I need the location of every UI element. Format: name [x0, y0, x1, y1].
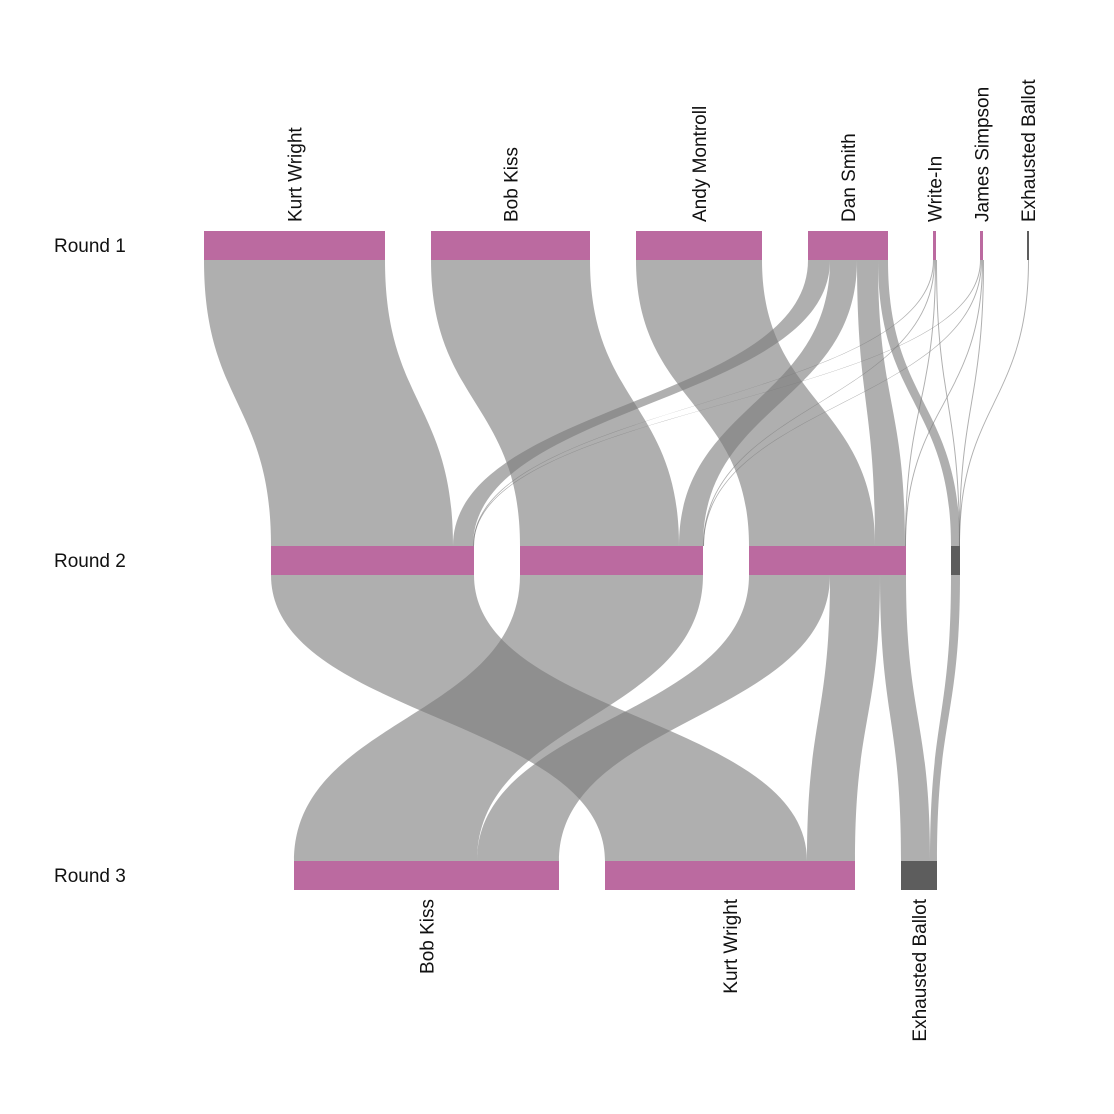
node-label-r3-kurt-wright: Kurt Wright [721, 898, 742, 993]
node-r1-andy-montroll [636, 231, 762, 260]
node-r2-andy-montroll [749, 546, 906, 575]
flow-round1-kurt-wright-to-kurt-wright [204, 260, 453, 546]
flow-round1-write-in-to-andy-montroll [905, 260, 936, 546]
node-r1-dan-smith [808, 231, 888, 260]
node-r1-write-in [933, 231, 936, 260]
node-label-r1-andy-montroll: Andy Montroll [690, 106, 711, 222]
node-r3-exhausted-ballot [901, 861, 937, 890]
flow-round1-exhausted-ballot-to-exhausted-ballot [959, 260, 1029, 546]
node-label-r1-bob-kiss: Bob Kiss [502, 147, 523, 222]
round-labels: Round 1 Round 2 Round 3 [54, 236, 126, 887]
flow-round2-andy-montroll-to-exhausted-ballot [880, 575, 930, 861]
node-r3-kurt-wright [605, 861, 855, 890]
node-label-r3-bob-kiss: Bob Kiss [418, 899, 439, 974]
node-r3-bob-kiss [294, 861, 559, 890]
node-label-r1-write-in: Write-In [926, 156, 947, 222]
node-r2-kurt-wright [271, 546, 474, 575]
node-label-r1-exhausted-ballot: Exhausted Ballot [1019, 79, 1040, 222]
node-label-r1-james-simpson: James Simpson [973, 87, 994, 222]
node-r1-bob-kiss [431, 231, 590, 260]
round-2-label: Round 2 [54, 551, 126, 572]
node-r1-kurt-wright [204, 231, 385, 260]
node-r2-bob-kiss [520, 546, 703, 575]
round-3-label: Round 3 [54, 866, 126, 887]
node-r1-james-simpson [980, 231, 983, 260]
node-label-r1-kurt-wright: Kurt Wright [286, 127, 307, 222]
round-1-label: Round 1 [54, 236, 126, 257]
flow-round2-exhausted-ballot-to-exhausted-ballot [930, 575, 960, 861]
node-label-r3-exhausted-ballot: Exhausted Ballot [910, 898, 931, 1041]
node-r2-exhausted-ballot [951, 546, 960, 575]
node-r1-exhausted-ballot [1027, 231, 1029, 260]
node-label-r1-dan-smith: Dan Smith [839, 133, 860, 222]
